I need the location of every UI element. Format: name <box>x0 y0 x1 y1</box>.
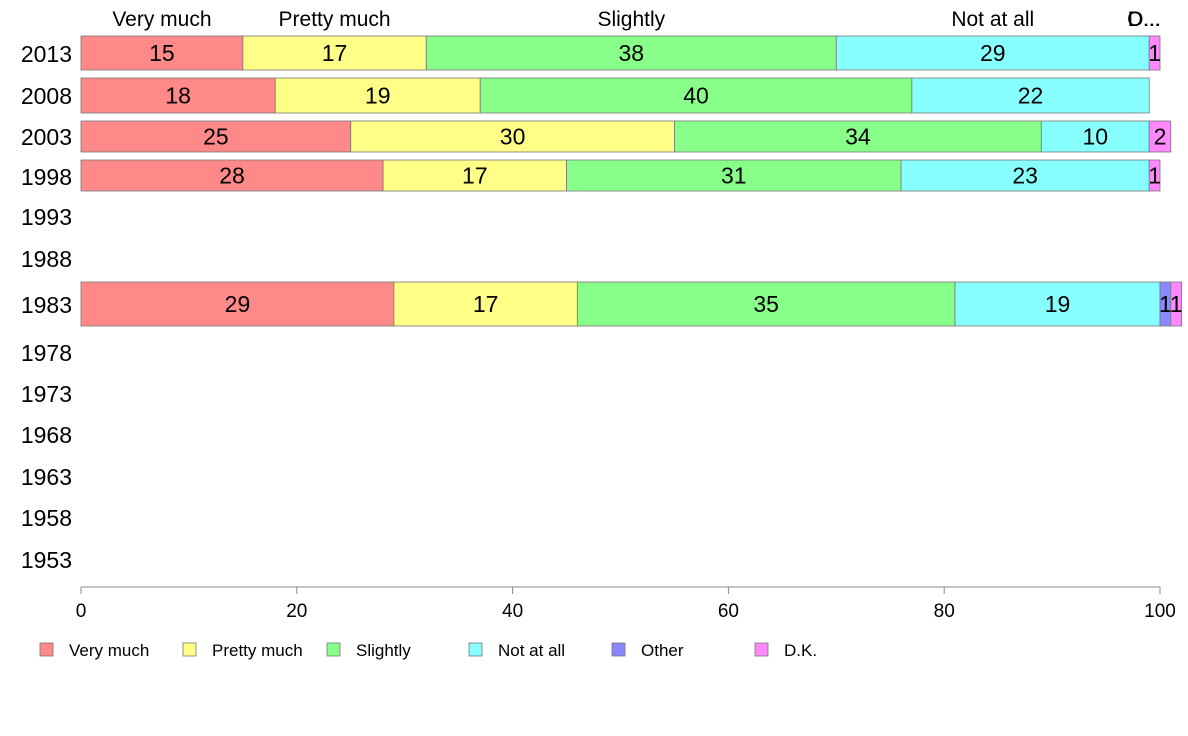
column-header-labels: Very much Pretty much Slightly Not at all O.… <box>112 8 1161 31</box>
y-label-1968: 1968 <box>21 422 72 448</box>
x-axis: 0 20 40 60 80 100 <box>76 586 1176 622</box>
legend-label-notatall: Not at all <box>498 641 565 660</box>
data-label-2013-slightly: 38 <box>618 40 644 66</box>
legend-label-verymuch: Very much <box>69 641 149 660</box>
bar-1983-verymuch <box>80 281 395 327</box>
bar-2008-prettymuch <box>274 77 481 114</box>
top-label-3: Not at all <box>951 8 1034 31</box>
y-label-1993: 1993 <box>21 204 72 230</box>
y-label-1978: 1978 <box>21 340 72 366</box>
legend-label-prettymuch: Pretty much <box>212 641 303 660</box>
bar-1983-prettymuch <box>393 281 578 327</box>
data-label-1983-other: 1 <box>1159 291 1172 317</box>
legend: Very much Pretty much Slightly Not at all Ot… <box>39 641 817 660</box>
data-label-2008-notatall: 22 <box>1018 83 1044 109</box>
data-label-2013-verymuch: 15 <box>149 40 175 66</box>
bar-1998-notatall <box>900 159 1150 192</box>
data-label-1983-notatall: 19 <box>1045 291 1071 317</box>
y-label-1973: 1973 <box>21 381 72 407</box>
top-label-2: Slightly <box>597 8 665 31</box>
bar-2008-slightly <box>479 77 913 114</box>
data-label-1998-prettymuch: 17 <box>462 163 488 189</box>
data-label-2003-slightly: 34 <box>845 124 871 150</box>
bar-2003-verymuch <box>80 120 352 153</box>
top-label-0: Very much <box>112 8 211 31</box>
x-tick-label-80: 80 <box>934 601 955 622</box>
x-tick-label-60: 60 <box>718 601 739 622</box>
bar-2008-verymuch <box>80 77 276 114</box>
top-label-5: D... <box>1128 8 1161 31</box>
data-label-1983-dk: 1 <box>1170 291 1183 317</box>
bars: 15 17 38 29 1 18 19 40 22 25 30 34 10 2 28 17 31 23 1 29 17 3… <box>80 35 1183 327</box>
legend-swatch-notatall <box>468 642 483 657</box>
bar-1998-dk <box>1148 159 1161 192</box>
data-label-2008-verymuch: 18 <box>165 83 191 109</box>
x-tick-label-0: 0 <box>76 601 87 622</box>
bar-1998-prettymuch <box>382 159 567 192</box>
bar-1998-slightly <box>566 159 902 192</box>
legend-label-dk: D.K. <box>784 641 817 660</box>
legend-swatch-verymuch <box>39 642 54 657</box>
legend-swatch-slightly <box>326 642 341 657</box>
data-label-2003-verymuch: 25 <box>203 124 229 150</box>
data-label-2013-notatall: 29 <box>980 40 1006 66</box>
top-label-1: Pretty much <box>279 8 391 31</box>
data-label-2013-prettymuch: 17 <box>322 40 348 66</box>
data-label-1998-verymuch: 28 <box>219 163 245 189</box>
x-tick-label-40: 40 <box>502 601 523 622</box>
y-axis-labels: 2013 2008 2003 1998 1993 1988 1983 1978 1973 1968… <box>21 41 72 573</box>
data-label-1983-verymuch: 29 <box>225 291 251 317</box>
y-label-1958: 1958 <box>21 505 72 531</box>
bar-1998-verymuch <box>80 159 384 192</box>
y-label-2008: 2008 <box>21 83 72 109</box>
x-tick-label-20: 20 <box>286 601 307 622</box>
bar-2013-prettymuch <box>242 35 427 71</box>
legend-swatch-prettymuch <box>182 642 197 657</box>
data-label-1998-dk: 1 <box>1148 163 1161 189</box>
y-label-2013: 2013 <box>21 41 72 67</box>
y-label-1953: 1953 <box>21 547 72 573</box>
bar-1983-dk <box>1170 281 1182 327</box>
data-label-2003-notatall: 10 <box>1082 124 1108 150</box>
bar-2013-dk <box>1148 35 1161 71</box>
legend-swatch-dk <box>754 642 769 657</box>
y-label-1988: 1988 <box>21 246 72 272</box>
bar-2003-slightly <box>674 120 1042 153</box>
legend-label-other: Other <box>641 641 684 660</box>
legend-label-slightly: Slightly <box>356 641 411 660</box>
y-label-2003: 2003 <box>21 124 72 150</box>
data-label-2003-prettymuch: 30 <box>500 124 526 150</box>
bar-1983-notatall <box>954 281 1161 327</box>
legend-swatch-other <box>611 642 626 657</box>
data-label-1998-notatall: 23 <box>1012 163 1038 189</box>
data-label-1998-slightly: 31 <box>721 163 747 189</box>
data-label-1983-slightly: 35 <box>753 291 779 317</box>
data-label-2003-dk: 2 <box>1154 124 1167 150</box>
data-label-1983-prettymuch: 17 <box>473 291 499 317</box>
data-label-2013-dk: 1 <box>1148 40 1161 66</box>
y-label-1963: 1963 <box>21 464 72 490</box>
x-tick-label-100: 100 <box>1144 601 1176 622</box>
bar-1983-slightly <box>576 281 956 327</box>
bar-2003-notatall <box>1040 120 1150 153</box>
data-label-2008-prettymuch: 19 <box>365 83 391 109</box>
top-label-4: O... <box>1127 8 1161 31</box>
bar-2008-notatall <box>911 77 1150 114</box>
y-label-1998: 1998 <box>21 164 72 190</box>
y-label-1983: 1983 <box>21 292 72 318</box>
bar-2003-dk <box>1148 120 1172 153</box>
data-label-2008-slightly: 40 <box>683 83 709 109</box>
